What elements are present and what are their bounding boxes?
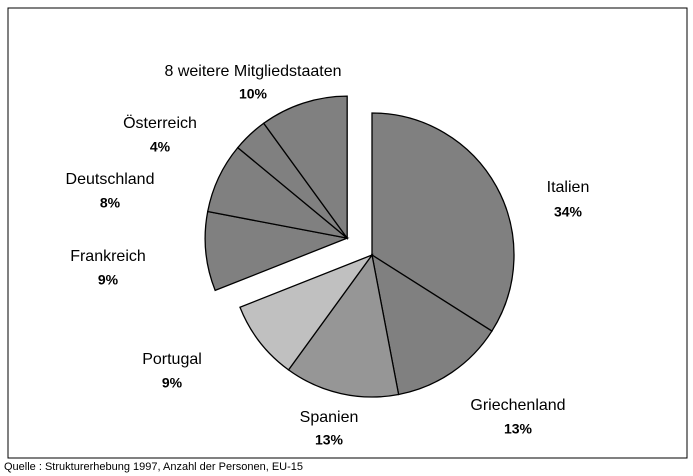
slice-label: Deutschland	[66, 171, 155, 188]
pie-slice	[287, 253, 400, 398]
slice-label: Italien	[547, 179, 590, 196]
pie-slice	[204, 210, 350, 292]
slice-value-label: 13%	[315, 432, 344, 448]
slice-value-label: 9%	[162, 375, 183, 391]
slice-value-label: 13%	[504, 421, 533, 437]
pie-slice	[371, 112, 515, 332]
source-note: Quelle : Strukturerhebung 1997, Anzahl d…	[4, 461, 303, 473]
slice-value-label: 8%	[100, 195, 121, 211]
slice-label: Portugal	[142, 351, 202, 368]
slice-label: Frankreich	[70, 248, 146, 265]
slice-label: Griechenland	[470, 397, 565, 414]
slice-value-label: 10%	[239, 86, 268, 102]
slice-label: Spanien	[300, 409, 359, 426]
slice-label: Österreich	[123, 114, 197, 132]
slice-value-label: 34%	[554, 204, 583, 220]
slice-label: 8 weitere Mitgliedstaaten	[165, 63, 342, 80]
pie-slice	[371, 253, 493, 396]
pie-slice	[239, 253, 374, 371]
slice-value-label: 9%	[98, 272, 119, 288]
slice-value-label: 4%	[150, 139, 171, 155]
pie-slice	[262, 95, 348, 241]
